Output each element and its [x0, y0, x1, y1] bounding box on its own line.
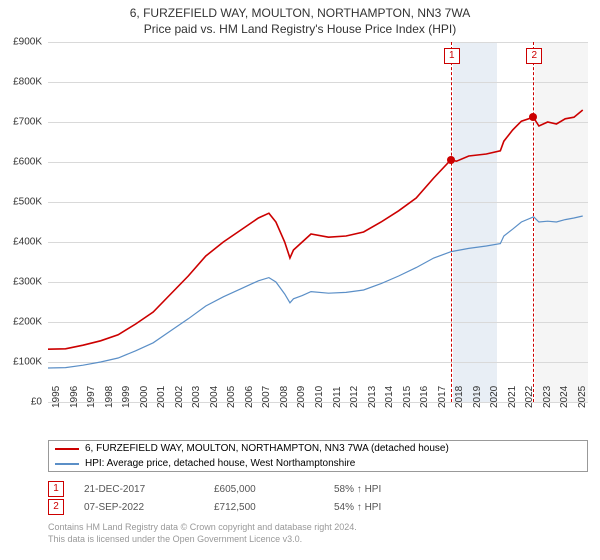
x-axis-label: 2025: [577, 386, 588, 408]
x-axis-label: 2020: [489, 386, 500, 408]
sale-price: £712,500: [214, 502, 334, 513]
x-axis-label: 2012: [349, 386, 360, 408]
plot-region: £0£100K£200K£300K£400K£500K£600K£700K£80…: [48, 42, 588, 403]
x-axis-label: 2014: [384, 386, 395, 408]
x-axis-label: 2009: [296, 386, 307, 408]
x-axis-label: 2024: [559, 386, 570, 408]
y-axis-label: £400K: [13, 237, 42, 248]
x-axis-label: 2015: [402, 386, 413, 408]
sale-data-point: [529, 113, 537, 121]
series-line: [48, 216, 583, 368]
x-axis-label: 2004: [209, 386, 220, 408]
chart-container: 6, FURZEFIELD WAY, MOULTON, NORTHAMPTON,…: [0, 0, 600, 560]
y-axis-label: £900K: [13, 37, 42, 48]
sale-date: 21-DEC-2017: [84, 484, 214, 495]
x-axis-label: 2002: [174, 386, 185, 408]
sale-price: £605,000: [214, 484, 334, 495]
sale-marker-vline: [451, 42, 452, 402]
chart-title-line2: Price paid vs. HM Land Registry's House …: [0, 22, 600, 36]
y-axis-label: £200K: [13, 317, 42, 328]
x-axis-label: 1995: [51, 386, 62, 408]
legend-swatch: [55, 448, 79, 450]
sale-row-marker: 1: [48, 481, 64, 497]
legend: 6, FURZEFIELD WAY, MOULTON, NORTHAMPTON,…: [48, 440, 588, 472]
x-axis-label: 1997: [86, 386, 97, 408]
x-axis-label: 1998: [104, 386, 115, 408]
y-axis-label: £0: [31, 397, 42, 408]
sale-row: 1 21-DEC-2017£605,00058% ↑ HPI: [48, 480, 588, 498]
x-axis-label: 2008: [279, 386, 290, 408]
y-axis-label: £100K: [13, 357, 42, 368]
x-axis-label: 2011: [332, 386, 343, 408]
chart-area: £0£100K£200K£300K£400K£500K£600K£700K£80…: [48, 42, 588, 402]
x-axis-label: 2010: [314, 386, 325, 408]
sale-marker-box: 1: [444, 48, 460, 64]
x-axis-label: 2001: [156, 386, 167, 408]
sales-table: 1 21-DEC-2017£605,00058% ↑ HPI 2 07-SEP-202…: [48, 480, 588, 516]
sale-pct: 58% ↑ HPI: [334, 484, 454, 495]
x-axis-label: 2019: [472, 386, 483, 408]
x-axis-label: 2018: [454, 386, 465, 408]
x-axis-label: 2007: [261, 386, 272, 408]
sale-date: 07-SEP-2022: [84, 502, 214, 513]
y-axis-label: £500K: [13, 197, 42, 208]
x-axis-label: 2003: [191, 386, 202, 408]
legend-swatch: [55, 463, 79, 465]
y-axis-label: £700K: [13, 117, 42, 128]
x-axis-label: 2021: [507, 386, 518, 408]
x-axis-label: 2006: [244, 386, 255, 408]
y-axis-label: £800K: [13, 77, 42, 88]
sale-pct: 54% ↑ HPI: [334, 502, 454, 513]
sale-data-point: [447, 156, 455, 164]
sale-row: 2 07-SEP-2022£712,50054% ↑ HPI: [48, 498, 588, 516]
y-axis-label: £300K: [13, 277, 42, 288]
sale-marker-vline: [533, 42, 534, 402]
legend-label: HPI: Average price, detached house, West…: [85, 458, 355, 469]
legend-item: 6, FURZEFIELD WAY, MOULTON, NORTHAMPTON,…: [49, 441, 587, 456]
x-axis-label: 2000: [139, 386, 150, 408]
title-block: 6, FURZEFIELD WAY, MOULTON, NORTHAMPTON,…: [0, 0, 600, 36]
footer-line1: Contains HM Land Registry data © Crown c…: [48, 522, 357, 534]
line-series-svg: [48, 42, 588, 402]
x-axis-label: 2005: [226, 386, 237, 408]
chart-title-line1: 6, FURZEFIELD WAY, MOULTON, NORTHAMPTON,…: [0, 6, 600, 20]
x-axis-label: 2017: [437, 386, 448, 408]
x-axis-label: 2013: [367, 386, 378, 408]
legend-item: HPI: Average price, detached house, West…: [49, 456, 587, 471]
sale-marker-box: 2: [526, 48, 542, 64]
y-axis-label: £600K: [13, 157, 42, 168]
x-axis-label: 1999: [121, 386, 132, 408]
series-line: [48, 110, 583, 349]
sale-row-marker: 2: [48, 499, 64, 515]
x-axis-label: 2016: [419, 386, 430, 408]
footer-attribution: Contains HM Land Registry data © Crown c…: [48, 522, 357, 545]
legend-label: 6, FURZEFIELD WAY, MOULTON, NORTHAMPTON,…: [85, 443, 449, 454]
x-axis-label: 2023: [542, 386, 553, 408]
footer-line2: This data is licensed under the Open Gov…: [48, 534, 357, 546]
x-axis-label: 1996: [69, 386, 80, 408]
